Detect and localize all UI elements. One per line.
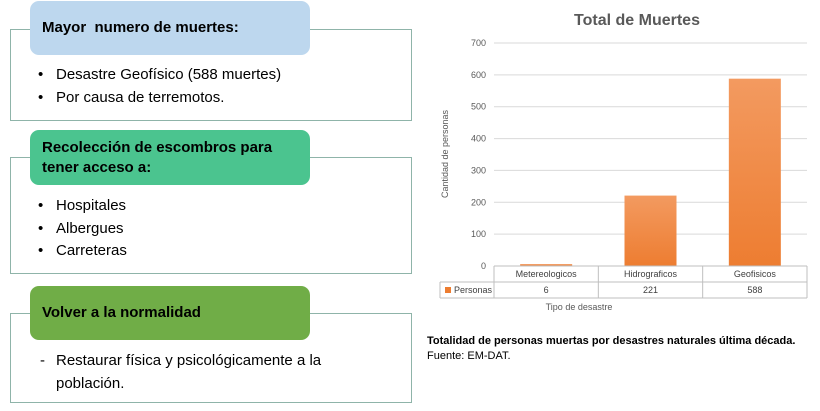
data-value-label: 221: [643, 285, 658, 295]
caption-source: Fuente: EM-DAT.: [427, 350, 511, 362]
list-item: Restaurar física y psicológicamente a la…: [38, 350, 358, 395]
section-deaths-heading-text: Mayor numero de muertes:: [42, 19, 239, 36]
y-tick-label: 400: [471, 134, 486, 144]
chart-data-table: Metereologicos 6 Hidrograficos 221 Geofisico…: [439, 265, 808, 299]
y-tick-label: 500: [471, 102, 486, 112]
section-deaths-list: Desastre Geofísico (588 muertes) Por cau…: [38, 64, 281, 109]
section-debris-heading-line1: Recolección de escombros para: [42, 138, 273, 156]
section-normal-heading-text: Volver a la normalidad: [42, 304, 201, 321]
data-value-label: 588: [747, 285, 762, 295]
x-axis-label: Tipo de desastre: [546, 302, 613, 312]
section-normal-heading: Volver a la normalidad: [30, 286, 310, 340]
list-item: Albergues: [38, 218, 127, 241]
list-item: Hospitales: [38, 195, 127, 218]
data-value-label: 6: [544, 285, 549, 295]
section-deaths-heading: Mayor numero de muertes:: [30, 1, 310, 55]
caption-line1: Totalidad de personas muertas por desast…: [427, 335, 796, 347]
y-axis-ticks: 0 100 200 300 400 500 600 700: [471, 38, 486, 271]
section-debris-heading-line2: tener acceso a:: [42, 158, 152, 176]
section-debris-list: Hospitales Albergues Carreteras: [38, 195, 127, 263]
y-tick-label: 700: [471, 38, 486, 48]
chart-bars: [520, 78, 781, 267]
category-label: Hidrograficos: [624, 269, 678, 279]
y-tick-label: 0: [481, 261, 486, 271]
legend-swatch: [445, 287, 451, 293]
chart-caption: Totalidad de personas muertas por desast…: [427, 334, 795, 364]
list-item: Carreteras: [38, 240, 127, 263]
y-tick-label: 600: [471, 70, 486, 80]
y-axis-label: Cantidad de personas: [440, 109, 450, 198]
list-item: Desastre Geofísico (588 muertes): [38, 64, 281, 87]
deaths-bar-chart: Total de Muertes 0100200300400500600700 …: [439, 12, 808, 312]
series-name: Personas: [454, 285, 493, 295]
list-item: Por causa de terremotos.: [38, 87, 281, 110]
bar: [624, 195, 677, 266]
chart-title: Total de Muertes: [574, 12, 700, 29]
category-label: Geofisicos: [734, 269, 777, 279]
section-debris-heading: Recolección de escombros para tener acce…: [30, 130, 310, 185]
bar: [520, 264, 573, 266]
y-tick-label: 100: [471, 229, 486, 239]
y-tick-label: 200: [471, 197, 486, 207]
y-tick-label: 300: [471, 165, 486, 175]
section-normal-list: Restaurar física y psicológicamente a la…: [38, 350, 358, 395]
category-label: Metereologicos: [516, 269, 578, 279]
bar: [728, 78, 781, 267]
